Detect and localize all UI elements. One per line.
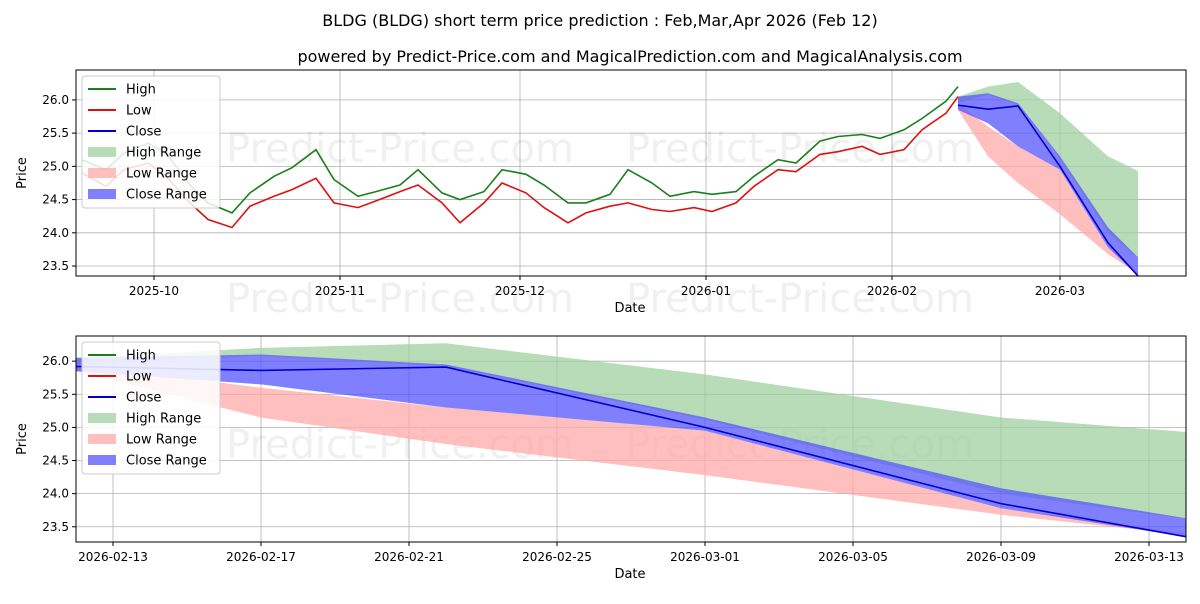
watermark-text: Predict-Price.com <box>626 126 974 172</box>
legend-label: High Range <box>126 146 201 161</box>
x-tick-label: 2026-02-25 <box>522 550 592 564</box>
x-axis-label: Date <box>614 567 645 582</box>
legend-label: Close Range <box>126 454 207 469</box>
y-tick-label: 26.0 <box>42 93 69 107</box>
legend-label: Close <box>126 391 161 406</box>
plot-frame <box>75 335 1187 543</box>
low-line <box>81 96 959 229</box>
x-axis-label: Date <box>614 301 645 316</box>
chart-panel-2: Predict-Price.comPredict-Price.com2026-0… <box>15 335 1187 582</box>
y-tick-label: 25.5 <box>42 387 69 401</box>
chart-title: BLDG (BLDG) short term price prediction … <box>322 11 877 30</box>
x-tick-label: 2026-03-13 <box>1114 550 1184 564</box>
watermark-text: Predict-Price.com <box>226 126 574 172</box>
legend: High Low Close High Range Low Range Close Ran… <box>81 341 221 475</box>
x-tick-label: 2026-02-13 <box>78 550 148 564</box>
watermark-text: Predict-Price.com <box>626 276 974 322</box>
y-tick-label: 23.5 <box>42 259 69 273</box>
y-tick-label: 24.5 <box>42 454 69 468</box>
x-tick-label: 2025-11 <box>315 284 365 298</box>
x-tick-label: 2026-03-05 <box>818 550 888 564</box>
y-tick-label: 25.0 <box>42 159 69 173</box>
legend-label: Low Range <box>126 167 197 182</box>
legend-box <box>81 341 221 475</box>
legend-label: Close Range <box>126 188 207 203</box>
legend-swatch-patch <box>88 147 116 157</box>
legend-label: Close <box>126 125 161 140</box>
x-tick-label: 2025-10 <box>129 284 179 298</box>
x-tick-label: 2025-12 <box>495 284 545 298</box>
legend-label: High Range <box>126 412 201 427</box>
legend-swatch-patch <box>88 413 116 423</box>
legend-label: High <box>126 83 156 98</box>
close-range-band <box>958 93 1138 276</box>
y-tick-label: 24.0 <box>42 487 69 501</box>
x-tick-label: 2026-02-21 <box>374 550 444 564</box>
y-tick-label: 24.0 <box>42 226 69 240</box>
x-tick-label: 2026-01 <box>681 284 731 298</box>
close-line <box>957 104 1139 276</box>
legend-label: Low <box>126 104 152 119</box>
chart-panel-1: Predict-Price.com Predict-Price.com Predic… <box>15 69 1187 322</box>
legend-label: Low <box>126 370 152 385</box>
low-range-band <box>958 103 1138 274</box>
y-tick-label: 25.5 <box>42 126 69 140</box>
plot-area <box>81 82 1139 276</box>
y-axis-label: Price <box>15 157 30 189</box>
y-tick-label: 25.0 <box>42 420 69 434</box>
x-tick-label: 2026-03-01 <box>670 550 740 564</box>
legend-swatch-patch <box>88 168 116 178</box>
low-range-band <box>76 364 1186 535</box>
legend-swatch-patch <box>88 455 116 465</box>
x-tick-label: 2026-02 <box>867 284 917 298</box>
legend-swatch-patch <box>88 189 116 199</box>
y-axis-label: Price <box>15 423 30 455</box>
legend-label: High <box>126 349 156 364</box>
y-tick-label: 24.5 <box>42 193 69 207</box>
y-tick-label: 23.5 <box>42 520 69 534</box>
legend-label: Low Range <box>126 433 197 448</box>
legend-swatch-patch <box>88 434 116 444</box>
y-tick-label: 26.0 <box>42 354 69 368</box>
x-tick-label: 2026-03-09 <box>966 550 1036 564</box>
close-line <box>76 365 1186 538</box>
chart-subtitle: powered by Predict-Price.com and Magical… <box>297 47 962 66</box>
x-tick-label: 2026-03 <box>1035 284 1085 298</box>
x-tick-label: 2026-02-17 <box>226 550 296 564</box>
high-line <box>81 86 959 214</box>
watermark-text: Predict-Price.com <box>226 276 574 322</box>
legend: High Low Close High Range Low Range Close Ran… <box>81 75 221 209</box>
legend-box <box>81 75 221 209</box>
plot-frame <box>75 69 1187 277</box>
